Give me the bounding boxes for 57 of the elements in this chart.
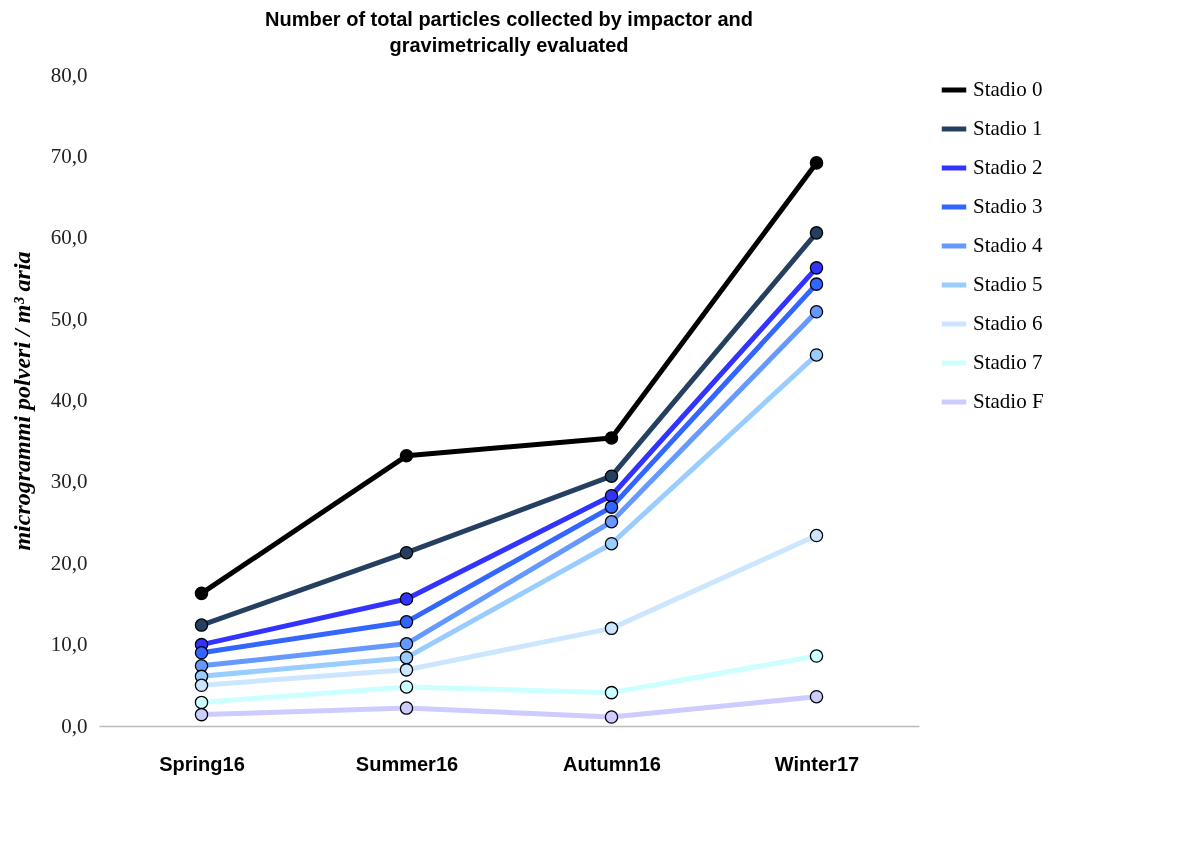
y-tick-label: 30,0 (50, 469, 88, 494)
legend-label: Stadio 4 (973, 233, 1043, 257)
point (194, 707, 209, 722)
x-tick-label: Spring16 (159, 752, 245, 775)
y-tick-label: 0,0 (61, 713, 88, 738)
y-axis-title: microgrammi polveri / m³ aria (8, 251, 35, 551)
point (194, 586, 209, 601)
point (809, 305, 824, 319)
y-tick-label: 70,0 (50, 143, 88, 168)
legend-label: Stadio F (973, 389, 1044, 413)
chart-title: Number of total particles collected by impactor and gravimetrically evaluated (265, 8, 753, 56)
x-tick-label: Autumn16 (563, 752, 661, 775)
point (809, 689, 824, 704)
point (399, 663, 414, 677)
point (194, 618, 209, 632)
point (604, 500, 619, 514)
point (399, 701, 414, 715)
point (604, 710, 619, 724)
legend-label: Stadio 5 (973, 272, 1043, 296)
y-tick-label: 20,0 (50, 550, 88, 575)
x-tick-label: Winter17 (774, 752, 860, 775)
point (809, 261, 824, 275)
point (399, 449, 414, 463)
legend-label: Stadio 0 (973, 77, 1043, 101)
legend-label: Stadio 7 (973, 350, 1043, 374)
point (809, 156, 824, 170)
point (604, 514, 619, 529)
legend-label: Stadio 1 (973, 116, 1043, 140)
point (399, 637, 414, 651)
point (604, 488, 619, 503)
legend-label: Stadio 3 (973, 194, 1043, 218)
point (194, 646, 209, 660)
point (604, 469, 619, 483)
point (194, 695, 209, 710)
point (809, 348, 824, 362)
point (809, 226, 824, 240)
point (399, 615, 414, 629)
y-tick-label: 50,0 (50, 306, 88, 331)
point (809, 277, 824, 291)
point (604, 536, 619, 551)
y-tick-label: 80,0 (50, 62, 88, 87)
point (399, 650, 414, 665)
point (809, 528, 824, 543)
legend-label: Stadio 6 (973, 311, 1043, 335)
point (809, 649, 824, 663)
point (194, 678, 209, 693)
point (604, 685, 619, 700)
point (399, 592, 414, 606)
y-tick-label: 10,0 (50, 632, 88, 657)
point (399, 545, 414, 560)
y-tick-label: 60,0 (50, 225, 88, 250)
point (399, 680, 414, 694)
point (604, 431, 619, 445)
legend-label: Stadio 2 (973, 155, 1043, 179)
y-tick-label: 40,0 (50, 388, 88, 412)
point (604, 621, 619, 636)
x-tick-label: Summer16 (355, 752, 459, 775)
